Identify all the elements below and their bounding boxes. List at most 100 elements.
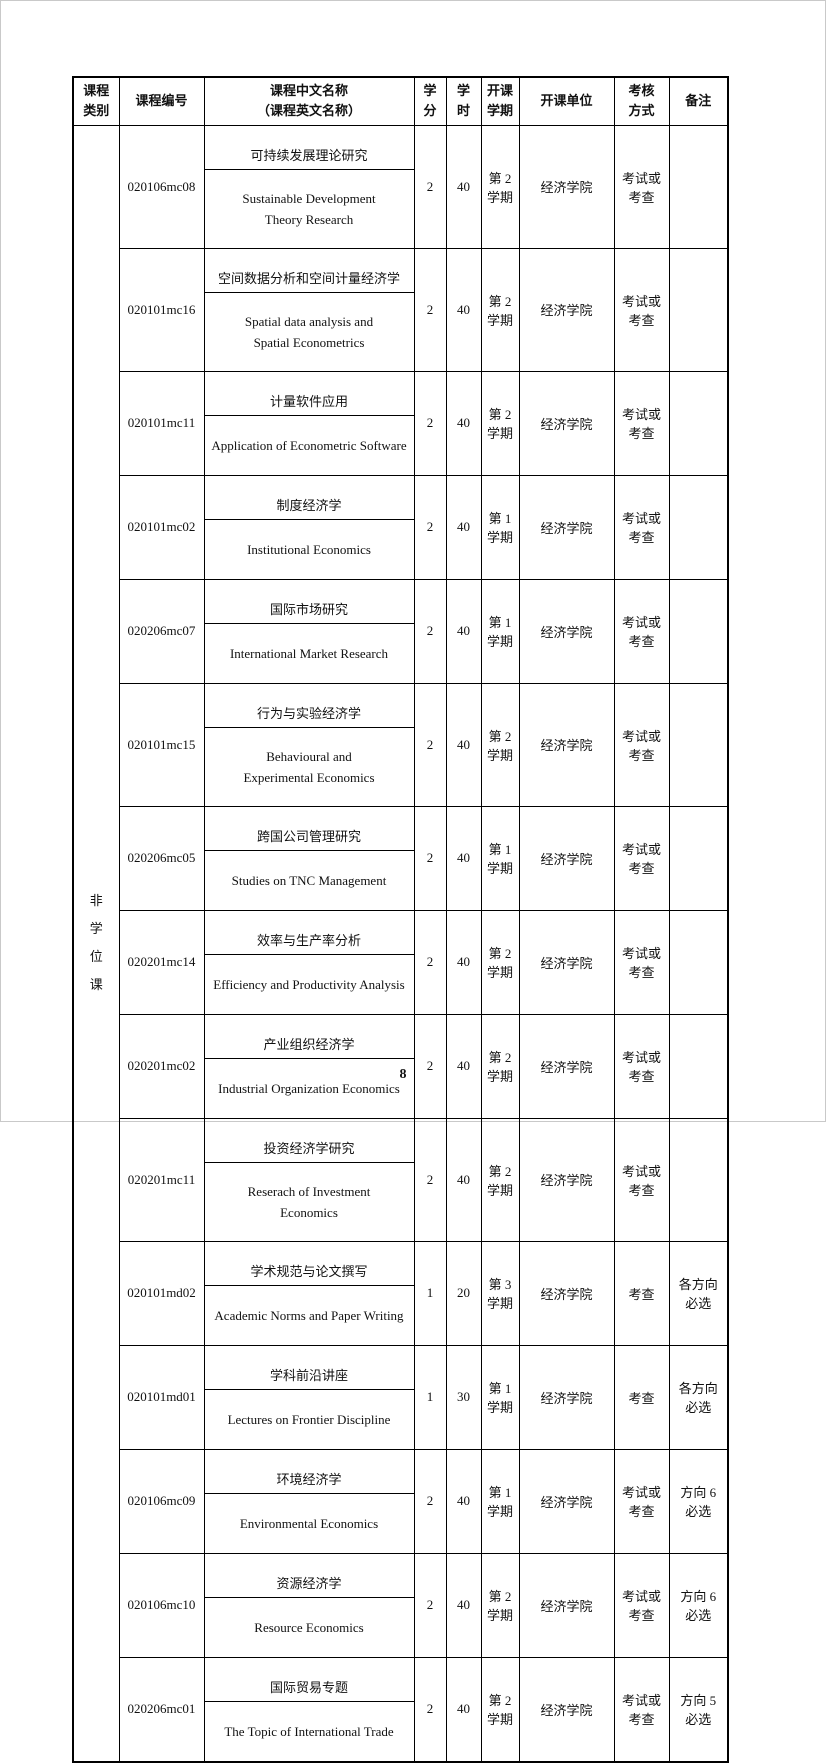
course-name-en: Application of Econometric Software xyxy=(211,437,407,453)
course-name-cn: 产业组织经济学 xyxy=(205,1031,413,1059)
course-semester: 第 1 学期 xyxy=(480,1448,520,1554)
course-unit: 经济学院 xyxy=(518,1552,615,1658)
header-credits: 学 分 xyxy=(413,76,447,126)
course-credits: 2 xyxy=(413,247,447,372)
course-name-cell: 产业组织经济学 Industrial Organization Economic… xyxy=(203,1013,415,1119)
table-row: 020201mc11 投资经济学研究 Reserach of Investmen… xyxy=(73,1117,729,1242)
course-name-cell: 计量软件应用 Application of Econometric Softwa… xyxy=(203,370,415,476)
table-row: 020206mc01 国际贸易专题 The Topic of Internati… xyxy=(73,1656,729,1762)
course-name-cn: 可持续发展理论研究 xyxy=(205,142,413,170)
course-assessment: 考试或 考查 xyxy=(613,370,670,476)
course-unit: 经济学院 xyxy=(518,124,615,249)
course-unit: 经济学院 xyxy=(518,1117,615,1242)
course-name-cn: 国际贸易专题 xyxy=(205,1674,413,1702)
course-hours: 40 xyxy=(445,124,482,249)
course-code: 020106mc08 xyxy=(118,124,205,249)
table-row: 020201mc14 效率与生产率分析 Efficiency and Produ… xyxy=(73,909,729,1015)
course-semester: 第 2 学期 xyxy=(480,370,520,476)
course-name-cell: 国际市场研究 International Market Research xyxy=(203,578,415,684)
course-name-en: Studies on TNC Management xyxy=(231,872,387,888)
course-name-en: Reserach of Investment Economics xyxy=(247,1183,371,1220)
course-assessment: 考试或 考查 xyxy=(613,1117,670,1242)
course-hours: 40 xyxy=(445,1656,482,1762)
course-hours: 30 xyxy=(445,1344,482,1450)
header-category: 课程 类别 xyxy=(72,76,120,126)
course-name-en: Academic Norms and Paper Writing xyxy=(214,1307,404,1323)
course-note xyxy=(668,247,729,372)
course-credits: 2 xyxy=(413,1656,447,1762)
course-semester: 第 2 学期 xyxy=(480,909,520,1015)
course-code: 020101mc11 xyxy=(118,370,205,476)
course-credits: 2 xyxy=(413,1552,447,1658)
course-name-en: Spatial data analysis and Spatial Econom… xyxy=(244,313,374,350)
course-name-cell: 跨国公司管理研究 Studies on TNC Management xyxy=(203,805,415,911)
table-row: 020206mc07 国际市场研究 International Market R… xyxy=(73,578,729,684)
course-note xyxy=(668,578,729,684)
course-unit: 经济学院 xyxy=(518,1344,615,1450)
course-semester: 第 2 学期 xyxy=(480,247,520,372)
course-assessment: 考试或 考查 xyxy=(613,1552,670,1658)
course-name-cell: 环境经济学 Environmental Economics xyxy=(203,1448,415,1554)
course-name-cell: 行为与实验经济学 Behavioural and Experimental Ec… xyxy=(203,682,415,807)
course-semester: 第 1 学期 xyxy=(480,474,520,580)
course-name-en: Industrial Organization Economics xyxy=(218,1080,400,1096)
course-note: 各方向 必选 xyxy=(668,1344,729,1450)
course-code: 020206mc07 xyxy=(118,578,205,684)
course-note xyxy=(668,474,729,580)
header-hours: 学 时 xyxy=(445,76,482,126)
course-unit: 经济学院 xyxy=(518,1240,615,1346)
course-semester: 第 2 学期 xyxy=(480,1656,520,1762)
course-hours: 40 xyxy=(445,1117,482,1242)
course-credits: 2 xyxy=(413,1117,447,1242)
course-name-cn: 学科前沿讲座 xyxy=(205,1362,413,1390)
table-row: 非学位课 020106mc08 可持续发展理论研究 Sustainable De… xyxy=(72,124,729,1762)
course-note: 方向 6 必选 xyxy=(668,1448,729,1554)
course-note xyxy=(668,370,729,476)
course-hours: 40 xyxy=(445,682,482,807)
course-name-en: Institutional Economics xyxy=(247,541,371,557)
course-name-cn: 投资经济学研究 xyxy=(205,1135,413,1163)
course-assessment: 考试或 考查 xyxy=(613,1013,670,1119)
course-assessment: 考试或 考查 xyxy=(613,805,670,911)
table-row: 020101mc16 空间数据分析和空间计量经济学 Spatial data a… xyxy=(73,247,729,372)
course-assessment: 考试或 考查 xyxy=(613,682,670,807)
course-code: 020201mc14 xyxy=(118,909,205,1015)
course-semester: 第 2 学期 xyxy=(480,682,520,807)
course-hours: 40 xyxy=(445,247,482,372)
course-name-cn: 空间数据分析和空间计量经济学 xyxy=(205,265,413,293)
course-hours: 40 xyxy=(445,805,482,911)
course-credits: 2 xyxy=(413,370,447,476)
course-semester: 第 1 学期 xyxy=(480,578,520,684)
course-unit: 经济学院 xyxy=(518,805,615,911)
course-note xyxy=(668,805,729,911)
course-name-cn: 效率与生产率分析 xyxy=(205,927,413,955)
course-assessment: 考查 xyxy=(613,1240,670,1346)
course-name-cell: 学科前沿讲座 Lectures on Frontier Discipline xyxy=(203,1344,415,1450)
header-assessment: 考核 方式 xyxy=(613,76,670,126)
course-table: 课程 类别 课程编号 课程中文名称 （课程英文名称） 学 分 学 时 开课 学期… xyxy=(72,76,729,1763)
course-code: 020201mc02 xyxy=(118,1013,205,1119)
course-semester: 第 1 学期 xyxy=(480,805,520,911)
course-credits: 2 xyxy=(413,578,447,684)
course-credits: 2 xyxy=(413,1448,447,1554)
course-semester: 第 2 学期 xyxy=(480,124,520,249)
header-code: 课程编号 xyxy=(118,76,205,126)
course-code: 020201mc11 xyxy=(118,1117,205,1242)
course-name-cn: 跨国公司管理研究 xyxy=(205,823,413,851)
table-row: 020106mc10 资源经济学 Resource Economics 2 40… xyxy=(73,1552,729,1658)
course-name-cn: 计量软件应用 xyxy=(205,388,413,416)
course-name-cell: 可持续发展理论研究 Sustainable Development Theory… xyxy=(203,124,415,249)
course-credits: 2 xyxy=(413,474,447,580)
course-name-en: International Market Research xyxy=(229,645,389,661)
course-assessment: 考试或 考查 xyxy=(613,909,670,1015)
course-name-en: Sustainable Development Theory Research xyxy=(242,190,376,227)
course-assessment: 考试或 考查 xyxy=(613,1448,670,1554)
course-name-cell: 投资经济学研究 Reserach of Investment Economics xyxy=(203,1117,415,1242)
course-assessment: 考试或 考查 xyxy=(613,247,670,372)
course-semester: 第 2 学期 xyxy=(480,1117,520,1242)
course-assessment: 考试或 考查 xyxy=(613,474,670,580)
course-semester: 第 2 学期 xyxy=(480,1013,520,1119)
course-note: 方向 5 必选 xyxy=(668,1656,729,1762)
course-name-cell: 空间数据分析和空间计量经济学 Spatial data analysis and… xyxy=(203,247,415,372)
course-hours: 20 xyxy=(445,1240,482,1346)
